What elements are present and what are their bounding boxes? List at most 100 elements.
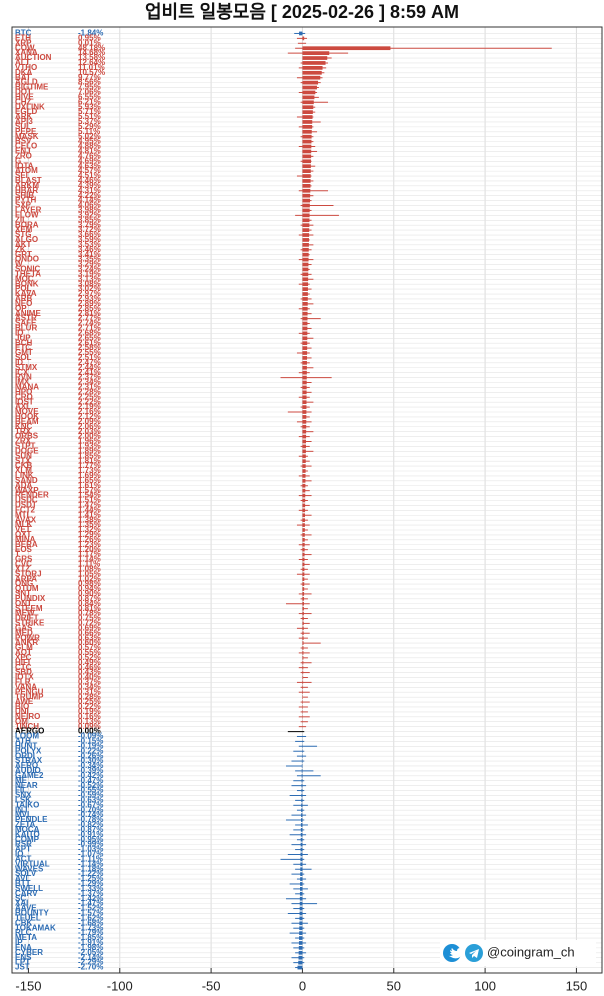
bar xyxy=(302,252,309,257)
bars xyxy=(280,31,552,970)
bar xyxy=(302,675,304,680)
value-label: 3.29% xyxy=(78,260,101,269)
coin-label: ZETA xyxy=(15,820,36,829)
value-label: 0.98% xyxy=(78,579,101,588)
bar xyxy=(299,936,303,940)
value-label: 3.35% xyxy=(78,255,101,264)
bar xyxy=(302,134,312,139)
bar xyxy=(302,572,305,577)
bar xyxy=(298,946,303,950)
coin-label: CARV xyxy=(15,889,38,898)
coin-label: POL xyxy=(15,284,32,293)
value-label: 4.22% xyxy=(78,191,101,200)
bar xyxy=(302,523,305,527)
value-label: 2.44% xyxy=(78,363,101,372)
value-label: 6.21% xyxy=(78,97,101,106)
bar xyxy=(302,690,303,695)
coin-label: ARPA xyxy=(15,574,37,583)
value-label: -2.14% xyxy=(78,953,103,962)
coin-label: HUNT xyxy=(15,741,37,750)
bar xyxy=(302,513,306,518)
coin-label: STPT xyxy=(15,442,36,451)
bar xyxy=(302,651,304,655)
value-label: 0.34% xyxy=(78,682,101,691)
bar xyxy=(301,798,303,803)
coin-label: AERO xyxy=(15,761,38,770)
bar xyxy=(302,306,308,311)
coin-label: ICX xyxy=(15,368,29,377)
value-label: -0.82% xyxy=(78,820,103,829)
value-label: 1.32% xyxy=(78,525,101,534)
coin-label: SOLV xyxy=(15,869,37,878)
bar xyxy=(302,301,308,306)
value-label: 1.20% xyxy=(78,545,101,554)
coin-label: TRUMP xyxy=(15,692,44,701)
coin-label: TAIKO xyxy=(15,800,39,809)
value-label: -0.70% xyxy=(78,805,103,814)
bar xyxy=(302,336,308,341)
coin-label: KAITO xyxy=(15,830,40,839)
coin-label: OXT xyxy=(15,530,32,539)
value-label: -1.18% xyxy=(78,864,103,873)
bar xyxy=(302,321,308,326)
value-label: 2.47% xyxy=(78,358,101,367)
value-label: 0.66% xyxy=(78,628,101,637)
bar xyxy=(302,424,307,429)
coin-label: LSK xyxy=(15,795,31,804)
bar xyxy=(302,503,306,508)
bar xyxy=(302,223,310,228)
value-label: 0.55% xyxy=(78,648,101,657)
bar xyxy=(302,665,304,670)
value-label: -0.63% xyxy=(78,795,103,804)
value-label: -1.11% xyxy=(78,854,103,863)
bar xyxy=(301,793,303,798)
coin-label: IMX xyxy=(15,378,30,387)
coin-label: MED xyxy=(15,628,33,637)
coin-label: ZIL xyxy=(15,215,27,224)
coin-label: USDC xyxy=(15,496,38,505)
bar xyxy=(302,400,307,405)
value-label: -1.62% xyxy=(78,913,103,922)
coin-label: SUI xyxy=(15,122,28,131)
coin-label: SUN xyxy=(15,451,32,460)
coin-label: FLR xyxy=(15,678,31,687)
coin-label: CYBER xyxy=(15,948,43,957)
coin-label: TOKAMAK xyxy=(15,923,56,932)
coin-label: XRP xyxy=(15,38,32,47)
bar xyxy=(302,611,304,616)
coin-label: SNX xyxy=(15,791,32,800)
value-label: -0.78% xyxy=(78,815,103,824)
coin-label: ARK xyxy=(15,112,33,121)
coin-label: VANA xyxy=(15,682,37,691)
value-label: 0.75% xyxy=(78,614,101,623)
value-label: 14.68% xyxy=(78,48,105,57)
coin-label: POWR xyxy=(15,633,40,642)
value-label: 0.46% xyxy=(78,663,101,672)
coin-label: BLAST xyxy=(15,176,42,185)
coin-label: ONT xyxy=(15,599,32,608)
coin-label: ETH xyxy=(15,33,31,42)
coin-label: CVC xyxy=(15,560,32,569)
bar xyxy=(302,410,307,414)
bar xyxy=(302,61,326,65)
coin-label: BIO xyxy=(15,702,29,711)
value-label: 3.13% xyxy=(78,274,101,283)
value-label: 6.55% xyxy=(78,92,101,101)
value-label: 0.01% xyxy=(78,38,101,47)
coin-label: ZK xyxy=(15,245,26,254)
coin-label: VIRTUAL xyxy=(15,859,50,868)
coin-label: STRIKE xyxy=(15,619,45,628)
bar xyxy=(302,154,312,159)
watermark: @coingram_ch xyxy=(440,940,596,966)
bar xyxy=(302,439,307,444)
coin-label: COMP xyxy=(15,835,40,844)
value-label: 1.02% xyxy=(78,574,101,583)
coin-label: HIVE xyxy=(15,92,34,101)
coin-label: ANKR xyxy=(15,638,38,647)
value-label: 2.65% xyxy=(78,333,101,342)
coin-label: AWE xyxy=(15,697,34,706)
value-label: -1.14% xyxy=(78,859,103,868)
value-label: 3.59% xyxy=(78,235,101,244)
value-label: -1.03% xyxy=(78,845,103,854)
